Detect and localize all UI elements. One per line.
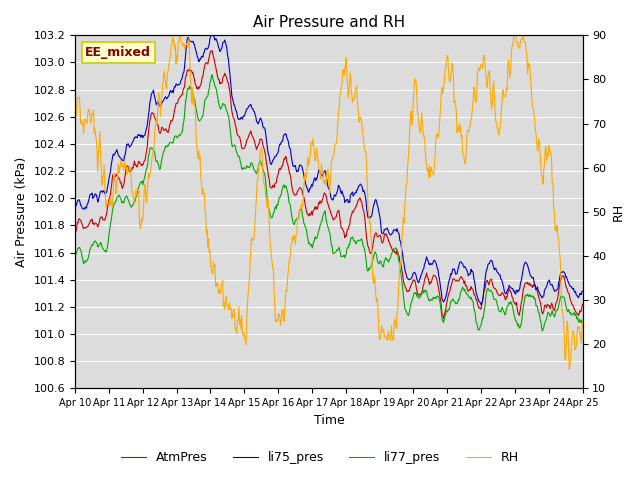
- li75_pres: [208, 27, 216, 33]
- RH: [391, 316, 399, 322]
- AtmPres: [71, 226, 79, 232]
- AtmPres: [81, 225, 88, 231]
- AtmPres: [391, 250, 399, 255]
- RH: [579, 318, 586, 324]
- Line: li77_pres: li77_pres: [75, 75, 582, 331]
- AtmPres: [440, 316, 447, 322]
- Line: AtmPres: AtmPres: [75, 51, 582, 319]
- li75_pres: [406, 276, 413, 282]
- Title: Air Pressure and RH: Air Pressure and RH: [253, 15, 405, 30]
- RH: [132, 192, 140, 198]
- li77_pres: [184, 86, 192, 92]
- RH: [212, 283, 220, 289]
- li77_pres: [579, 318, 586, 324]
- RH: [185, 36, 193, 42]
- li75_pres: [579, 288, 586, 294]
- li75_pres: [184, 35, 192, 40]
- AtmPres: [208, 48, 216, 54]
- Line: li75_pres: li75_pres: [75, 30, 582, 305]
- RH: [406, 128, 413, 133]
- li75_pres: [391, 227, 399, 233]
- RH: [565, 366, 573, 372]
- Text: EE_mixed: EE_mixed: [85, 46, 151, 59]
- li77_pres: [81, 260, 88, 265]
- li77_pres: [406, 308, 413, 314]
- li75_pres: [477, 302, 485, 308]
- Legend: AtmPres, li75_pres, li77_pres, RH: AtmPres, li75_pres, li77_pres, RH: [116, 446, 524, 469]
- li77_pres: [391, 246, 399, 252]
- Y-axis label: Air Pressure (kPa): Air Pressure (kPa): [15, 156, 28, 267]
- AtmPres: [406, 287, 413, 292]
- li77_pres: [71, 251, 79, 256]
- li77_pres: [212, 84, 220, 90]
- RH: [81, 117, 88, 123]
- li75_pres: [81, 206, 88, 212]
- li75_pres: [132, 134, 140, 140]
- AtmPres: [579, 301, 586, 307]
- li77_pres: [538, 328, 546, 334]
- li77_pres: [132, 193, 140, 199]
- li77_pres: [208, 72, 216, 78]
- AtmPres: [132, 164, 140, 169]
- RH: [176, 33, 184, 38]
- Y-axis label: RH: RH: [612, 203, 625, 221]
- li75_pres: [71, 202, 79, 208]
- Line: RH: RH: [75, 36, 582, 369]
- li75_pres: [212, 36, 220, 42]
- RH: [71, 86, 79, 92]
- AtmPres: [184, 68, 192, 73]
- X-axis label: Time: Time: [314, 414, 344, 427]
- AtmPres: [212, 63, 220, 69]
